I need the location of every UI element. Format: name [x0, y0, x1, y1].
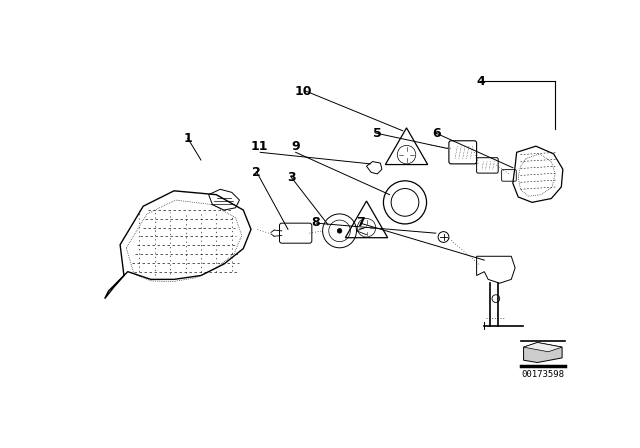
- Circle shape: [337, 228, 342, 233]
- Text: 2: 2: [252, 166, 261, 179]
- Polygon shape: [524, 343, 562, 362]
- Text: 1: 1: [183, 132, 192, 145]
- Text: 10: 10: [294, 85, 312, 98]
- Text: 8: 8: [312, 216, 320, 229]
- Polygon shape: [524, 343, 562, 352]
- Text: 4: 4: [476, 75, 485, 88]
- Text: 3: 3: [287, 172, 295, 185]
- Text: 6: 6: [432, 127, 441, 140]
- Text: 00173598: 00173598: [522, 370, 564, 379]
- Text: 11: 11: [250, 140, 268, 153]
- Text: 5: 5: [373, 127, 381, 140]
- Text: 7: 7: [356, 216, 364, 229]
- Text: 9: 9: [292, 140, 300, 153]
